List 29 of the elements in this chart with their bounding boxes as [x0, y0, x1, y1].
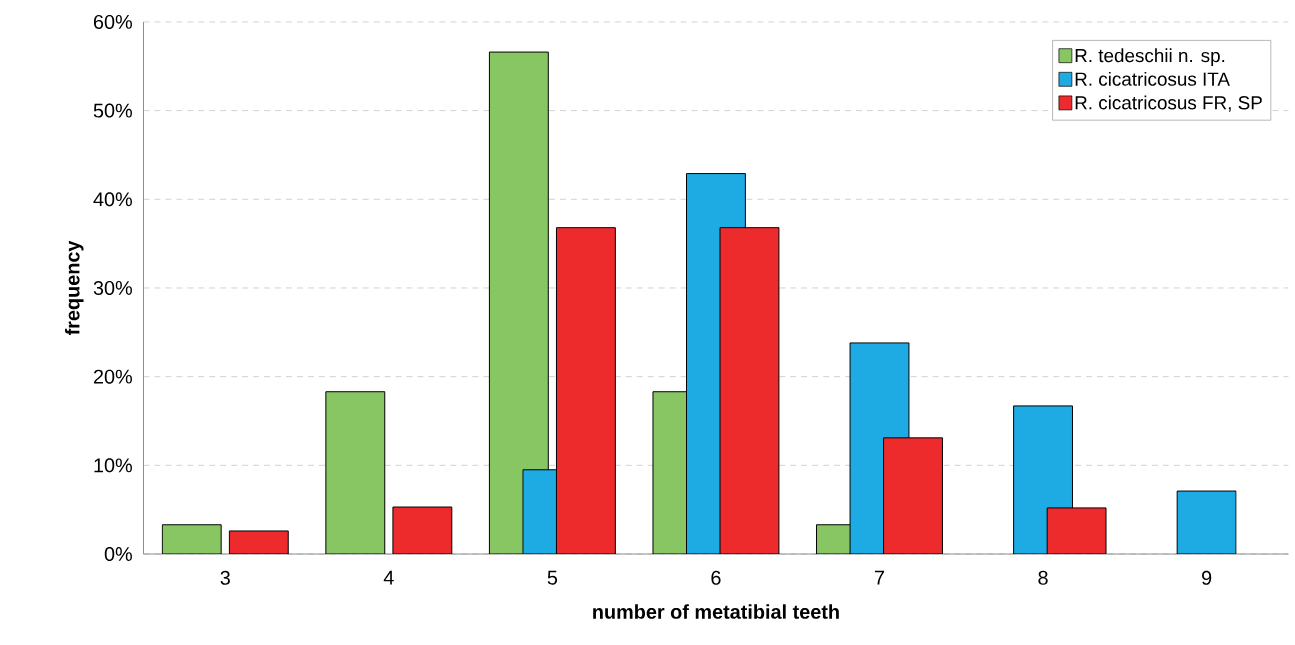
bar — [719, 227, 780, 555]
y-axis-title: frequency — [65, 240, 84, 336]
x-tick-label: 7 — [874, 570, 885, 585]
bar — [325, 391, 386, 555]
x-tick-label: 5 — [547, 570, 558, 585]
y-tick-label: 40% — [93, 192, 132, 207]
y-tick-label: 60% — [93, 15, 132, 30]
y-tick-label: 10% — [94, 458, 132, 473]
y-tick-label: 50% — [93, 103, 132, 118]
bar — [161, 524, 222, 555]
y-tick-label: 30% — [93, 281, 132, 296]
bar — [555, 227, 616, 555]
bar — [228, 530, 289, 555]
legend-label: R. tedeschii n. sp. — [1075, 48, 1225, 67]
x-tick-label: 6 — [711, 570, 721, 585]
x-tick-label: 3 — [220, 570, 230, 585]
x-axis-title: number of metatibial teeth — [593, 604, 839, 619]
bar — [1176, 490, 1237, 555]
legend-label: R. cicatricosus ITA — [1075, 72, 1230, 86]
bar — [883, 437, 943, 555]
bar — [392, 506, 453, 555]
bar — [1046, 507, 1107, 555]
y-tick-label: 0% — [104, 547, 132, 562]
x-tick-label: 4 — [383, 570, 394, 585]
y-tick-label: 20% — [93, 369, 132, 384]
legend-label: R. cicatricosus FR, SP — [1075, 95, 1262, 112]
x-tick-label: 9 — [1202, 570, 1212, 585]
x-tick-label: 8 — [1038, 570, 1048, 585]
bar — [488, 51, 549, 555]
